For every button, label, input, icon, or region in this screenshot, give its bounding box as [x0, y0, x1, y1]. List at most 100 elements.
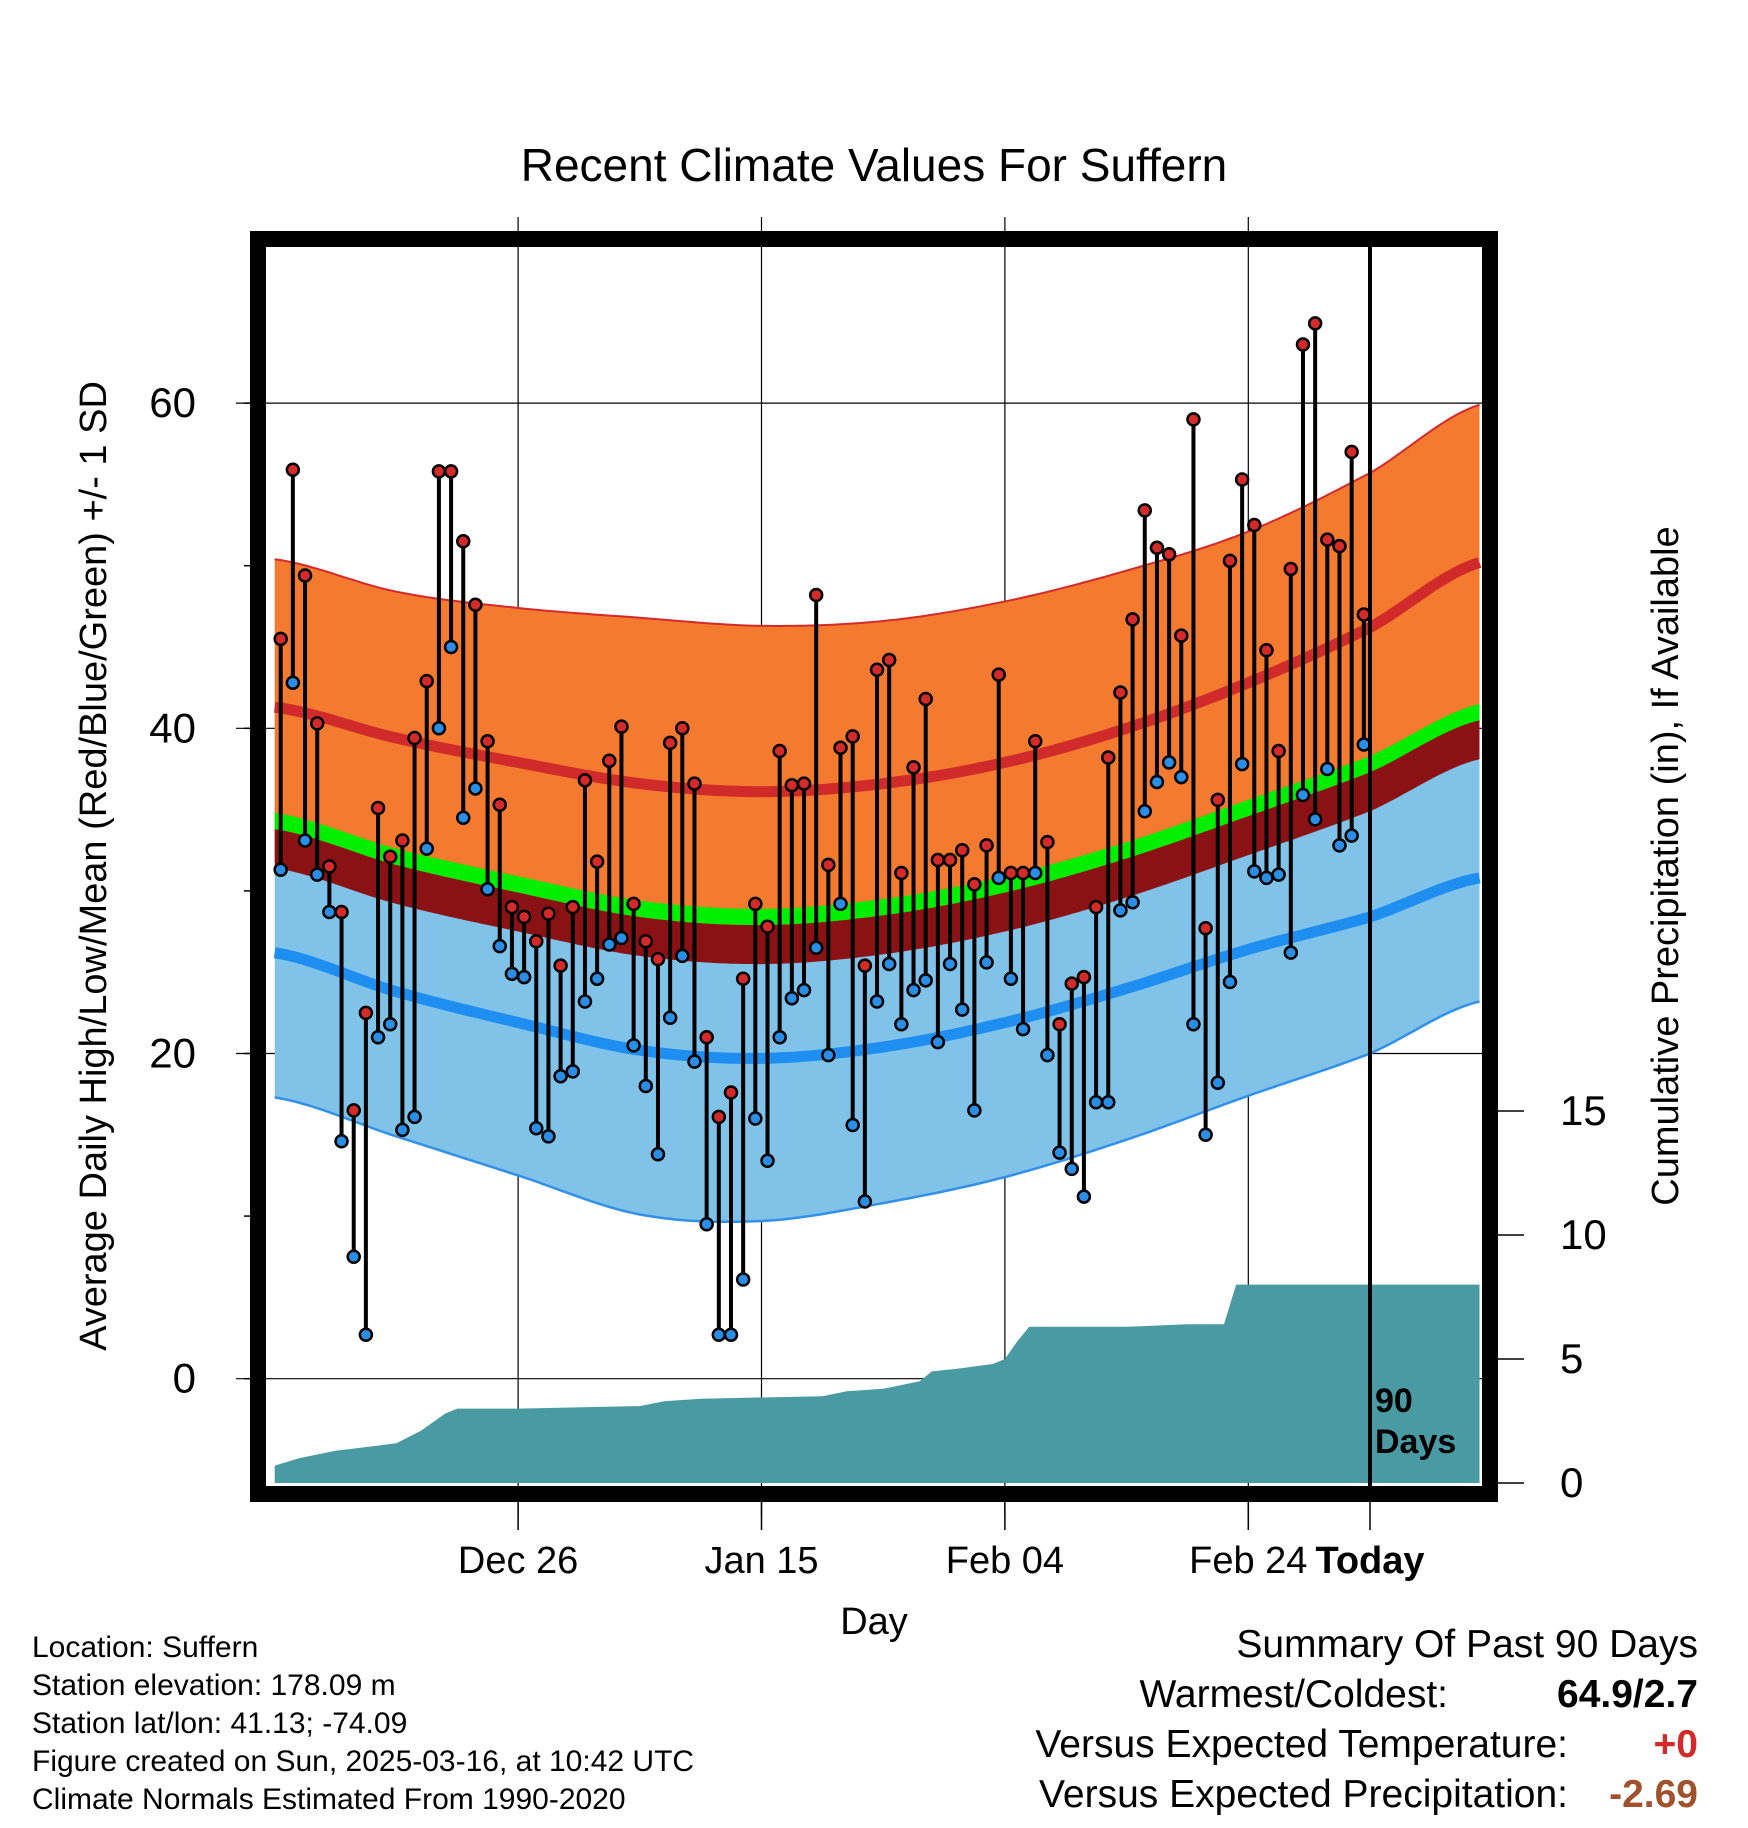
obs-high-point — [577, 773, 593, 788]
obs-low-point — [346, 1249, 361, 1264]
obs-low-point — [577, 994, 593, 1009]
x-tick-label: Today — [1315, 1540, 1424, 1582]
obs-low-point — [1332, 838, 1347, 853]
y2-tick-label: 15 — [1560, 1087, 1607, 1134]
obs-low-point — [395, 1122, 410, 1138]
obs-high-point — [431, 464, 447, 479]
obs-low-point — [857, 1194, 873, 1209]
obs-high-point — [614, 719, 629, 734]
obs-high-point — [1234, 472, 1250, 487]
obs-high-point — [1271, 743, 1286, 759]
obs-high-point — [1295, 337, 1311, 352]
y2-tick-label: 0 — [1560, 1459, 1583, 1506]
obs-low-point — [358, 1327, 374, 1343]
observations-layer — [273, 316, 1372, 1343]
obs-high-point — [675, 721, 690, 736]
obs-low-point — [468, 781, 483, 796]
obs-low-point — [443, 639, 459, 655]
obs-high-point — [370, 800, 386, 816]
mean-dark-band — [274, 720, 1480, 965]
obs-high-point — [565, 899, 581, 915]
obs-high-point — [1198, 921, 1213, 936]
obs-high-point — [772, 743, 787, 759]
obs-high-point — [322, 859, 337, 874]
obs-high-point — [346, 1103, 361, 1118]
obs-high-point — [881, 652, 897, 668]
obs-low-point — [1295, 787, 1311, 803]
summary-precip-value: -2.69 — [1609, 1773, 1698, 1816]
obs-high-point — [735, 971, 751, 986]
obs-high-point — [784, 777, 800, 793]
obs-high-point — [1222, 553, 1238, 569]
obs-high-point — [699, 1029, 714, 1045]
obs-high-point — [1186, 412, 1201, 427]
obs-low-point — [954, 1002, 970, 1017]
obs-low-point — [967, 1103, 982, 1118]
obs-high-point — [468, 597, 483, 612]
obs-high-point — [516, 909, 532, 925]
obs-high-point — [845, 729, 860, 744]
obs-high-point — [748, 896, 763, 912]
obs-low-point — [565, 1064, 581, 1079]
obs-high-point — [443, 464, 459, 479]
obs-low-point — [760, 1153, 775, 1169]
obs-low-point — [772, 1029, 787, 1045]
obs-low-point — [1174, 769, 1189, 785]
obs-high-point — [273, 631, 288, 647]
obs-low-point — [334, 1134, 349, 1149]
obs-low-point — [1052, 1145, 1067, 1160]
obs-high-point — [638, 934, 654, 949]
y2-tick-label: 5 — [1560, 1335, 1583, 1382]
obs-high-point — [979, 838, 994, 853]
obs-low-point — [881, 956, 897, 972]
y-tick-label: 40 — [149, 704, 196, 751]
obs-low-point — [1283, 945, 1299, 960]
obs-low-point — [1307, 812, 1323, 827]
obs-high-point — [309, 716, 325, 731]
obs-low-point — [991, 870, 1006, 886]
obs-low-point — [626, 1038, 641, 1053]
obs-low-point — [650, 1147, 666, 1162]
obs-low-point — [808, 940, 824, 956]
obs-low-point — [297, 833, 313, 848]
obs-low-point — [382, 1016, 398, 1032]
obs-high-point — [541, 906, 556, 921]
obs-low-point — [711, 1327, 727, 1343]
obs-high-point — [760, 919, 775, 934]
obs-low-point — [735, 1272, 751, 1287]
obs-high-point — [297, 568, 313, 583]
obs-high-point — [894, 865, 909, 881]
obs-low-point — [480, 882, 495, 897]
obs-high-point — [930, 852, 946, 868]
obs-low-point — [1149, 774, 1165, 790]
today-label-days: Days — [1375, 1423, 1456, 1461]
y-tick-label: 0 — [173, 1355, 196, 1402]
obs-low-point — [1076, 1189, 1092, 1204]
summary-warm-cold-label: Warmest/Coldest: — [1139, 1673, 1448, 1716]
footer-latlon: Station lat/lon: 41.13; -74.09 — [32, 1707, 408, 1740]
obs-high-point — [492, 797, 508, 812]
obs-low-point — [1271, 867, 1286, 882]
obs-high-point — [1137, 503, 1153, 518]
obs-low-point — [516, 969, 532, 985]
footer-created: Figure created on Sun, 2025-03-16, at 10… — [32, 1745, 695, 1778]
obs-high-point — [382, 849, 398, 864]
obs-low-point — [285, 675, 301, 691]
obs-low-point — [541, 1129, 556, 1144]
obs-low-point — [1064, 1161, 1079, 1177]
obs-high-point — [1064, 976, 1079, 991]
obs-low-point — [1040, 1047, 1055, 1063]
obs-low-point — [602, 937, 617, 952]
footer-location: Location: Suffern — [32, 1631, 259, 1664]
obs-high-point — [1332, 538, 1347, 554]
obs-low-point — [370, 1029, 386, 1045]
obs-high-point — [553, 958, 568, 973]
obs-high-point — [918, 691, 933, 707]
obs-high-point — [1003, 865, 1019, 881]
obs-low-point — [784, 990, 800, 1006]
footer-normals: Climate Normals Estimated From 1990-2020 — [32, 1783, 626, 1816]
obs-high-point — [602, 753, 617, 769]
summary-title: Summary Of Past 90 Days — [1236, 1623, 1698, 1666]
obs-high-point — [1052, 1016, 1067, 1032]
